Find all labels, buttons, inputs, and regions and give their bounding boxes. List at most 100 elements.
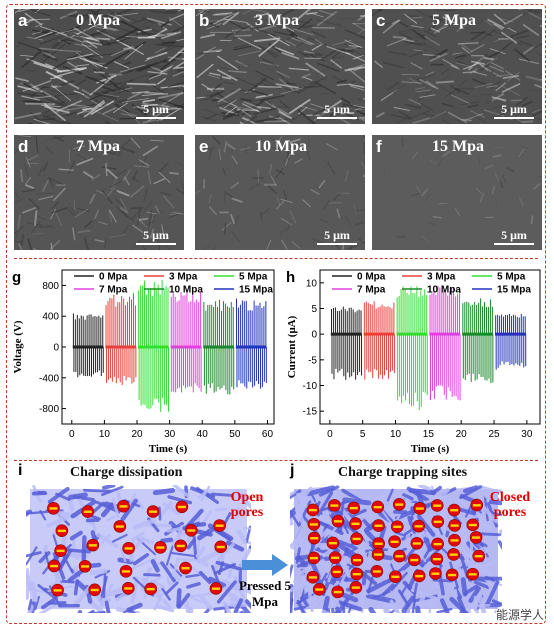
sem-panel-d: d 7 Mpa 5 μm [14,135,184,250]
series-0-mpa [330,306,363,380]
charge-ball [122,541,135,555]
scale-bar-label: 5 μm [143,228,169,242]
charge-ball [447,503,461,517]
charge-ball [350,532,363,546]
charge-ball [472,549,486,563]
panel-letter-b: b [199,11,210,30]
legend: 0 Mpa 3 Mpa 5 Mpa 7 Mpa 10 Mpa 15 Mpa [332,272,531,296]
x-tick-label: 10 [390,429,402,440]
closed-pores-label: Closed pores [489,490,531,520]
panel-letter-g: g [12,269,21,286]
scale-bar: 5 μm [494,102,534,120]
charge-ball [307,517,321,531]
legend-label: 0 Mpa [357,272,386,283]
charge-ball [466,567,479,581]
series-15-mpa [235,298,267,389]
legend-label: 7 Mpa [357,285,386,296]
closed-pore-illustration [290,485,502,613]
charge-ball [350,567,364,581]
figure-frame [6,4,546,624]
panel-letter-j: j [290,462,295,479]
charge-ball [54,544,67,557]
charge-ball [78,559,92,573]
legend: 0 Mpa 3 Mpa 5 Mpa 7 Mpa 10 Mpa 15 Mpa [74,272,273,296]
panel-title-a: 0 Mpa [76,12,120,29]
panel-title-d: 7 Mpa [76,138,120,155]
panel-letter-i: i [18,462,23,479]
legend-label: 10 Mpa [427,285,461,296]
charge-ball [447,548,460,561]
sem-panel-e: e 10 Mpa 5 μm [195,135,365,250]
charge-ball [410,536,424,550]
charge-ball [179,561,192,575]
legend-label: 5 Mpa [497,272,526,283]
y-tick-label: -15 [303,407,318,418]
divider-bottom [14,460,538,461]
divider-top [14,258,538,259]
charge-ball [466,518,480,532]
charge-ball [55,524,69,537]
series-10-mpa [462,298,494,384]
sem-panel-a: a 0 Mpa 5 μm [14,9,184,124]
charge-ball [445,568,459,582]
charge-ball [88,583,102,597]
x-tick-label: 20 [131,429,143,440]
charge-ball [430,552,444,566]
y-tick-label: 5 [311,304,317,315]
x-tick-label: 5 [360,429,366,440]
charge-ball [431,537,444,551]
plot-frame [319,269,541,425]
panel-title-b: 3 Mpa [255,12,299,29]
charge-ball [448,519,461,532]
scale-bar-label: 5 μm [501,228,527,242]
sem-panel-b: b 3 Mpa 5 μm [195,9,365,124]
x-tick-label: 25 [488,429,500,440]
charge-ball [413,502,427,515]
charge-ball [430,499,444,512]
y-tick-label: -10 [303,381,318,392]
charge-ball [119,564,133,578]
charge-ball [393,549,406,563]
charge-ball [370,565,384,578]
voltage-chart: 0 10 20 30 40 50 60 -800 -400 0 400 800 0 Mpa 3 Mpa 5 … [12,269,275,455]
charge-ball [392,498,406,511]
y-tick-label: -800 [39,404,59,415]
charge-ball [213,519,226,532]
scale-bar-label: 5 μm [501,102,527,116]
charge-ball [214,540,228,554]
y-axis-label: Voltage (V) [12,320,24,373]
y-tick-label: -5 [308,355,317,366]
legend-label: 3 Mpa [427,272,456,283]
charge-ball [113,520,127,533]
scale-bar: 5 μm [136,102,176,120]
x-tick-label: 15 [423,429,435,440]
series-10-mpa [203,299,235,395]
y-tick-label: 400 [42,312,59,323]
scale-bar: 5 μm [317,228,357,246]
charge-ball [174,539,188,553]
illustration-title-j: Charge trapping sites [338,465,468,480]
panel-letter-h: h [286,269,295,286]
x-tick-label: 0 [69,429,75,440]
x-tick-label: 30 [164,429,176,440]
x-tick-label: 0 [327,429,333,440]
charge-ball [330,565,344,578]
charge-ball [412,519,425,533]
charge-ball [86,538,100,552]
charge-ball [372,537,385,550]
charge-ball [209,582,223,595]
charge-ball [117,499,130,513]
charge-ball [372,519,385,532]
legend-label: 15 Mpa [497,285,531,296]
charge-ball [470,498,484,512]
panel-letter-d: d [18,137,29,156]
x-tick-label: 60 [262,429,274,440]
panel-title-c: 5 Mpa [432,12,476,29]
charge-ball [328,551,342,564]
panel-title-f: 15 Mpa [432,138,484,155]
charge-ball [144,582,158,596]
charge-ball [412,569,426,583]
charge-ball [331,585,345,599]
panel-letter-c: c [376,11,386,30]
series-0-mpa [72,313,104,378]
